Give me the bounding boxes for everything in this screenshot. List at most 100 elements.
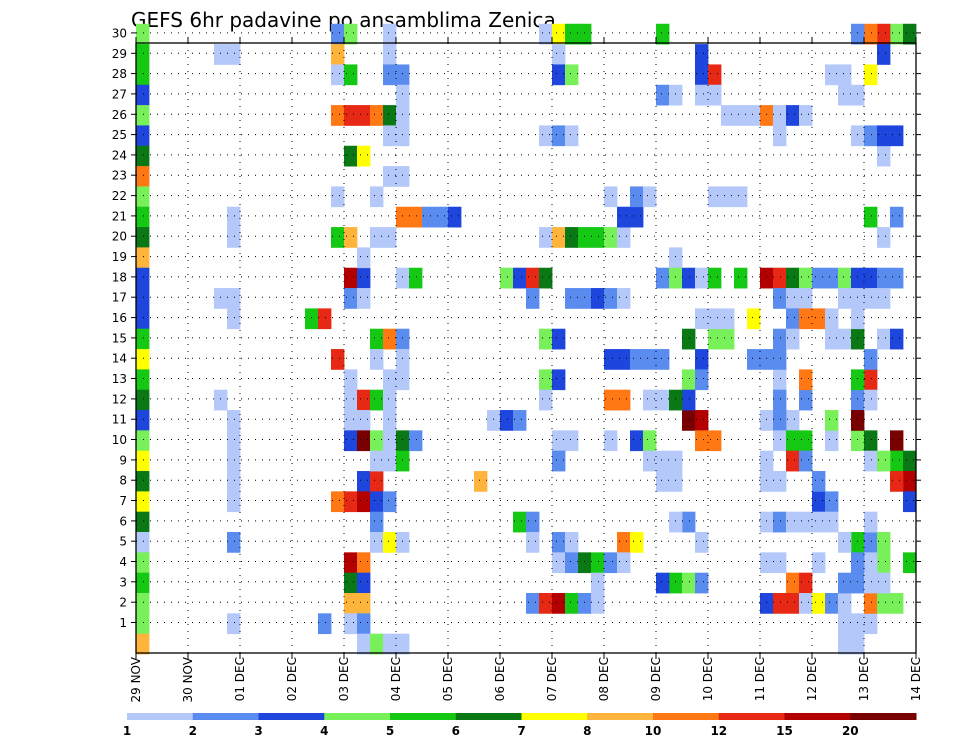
heatmap-cell bbox=[344, 572, 358, 594]
heatmap-cell bbox=[357, 105, 371, 126]
heatmap-cell bbox=[760, 349, 774, 370]
x-tick-label: 03 DEC bbox=[337, 657, 351, 701]
heatmap-cell bbox=[227, 227, 241, 248]
x-tick-label: 08 DEC bbox=[597, 657, 611, 701]
heatmap-cell bbox=[500, 267, 514, 289]
x-tick-label: 04 DEC bbox=[389, 657, 403, 701]
heatmap-cell bbox=[331, 491, 345, 513]
x-tick-label: 01 DEC bbox=[233, 657, 247, 701]
heatmap-cell bbox=[136, 125, 150, 147]
heatmap-cell bbox=[526, 288, 540, 309]
heatmap-cell bbox=[669, 267, 683, 289]
heatmap-cell bbox=[773, 267, 787, 289]
heatmap-cell bbox=[357, 145, 371, 167]
y-tick-label: 18 bbox=[112, 270, 127, 284]
heatmap-cell bbox=[799, 105, 813, 126]
heatmap-cell bbox=[344, 593, 358, 614]
heatmap-cell bbox=[708, 308, 722, 330]
heatmap-cell bbox=[825, 430, 839, 452]
heatmap-cell bbox=[344, 23, 358, 45]
heatmap-cell bbox=[669, 572, 683, 594]
heatmap-cell bbox=[565, 593, 579, 614]
heatmap-cell bbox=[760, 267, 774, 289]
heatmap-cell bbox=[812, 511, 826, 533]
heatmap-cell bbox=[383, 369, 397, 391]
heatmap-cell bbox=[552, 44, 566, 65]
heatmap-cell bbox=[383, 64, 397, 86]
heatmap-cell bbox=[136, 491, 150, 513]
heatmap-cell bbox=[552, 552, 566, 574]
heatmap-cell bbox=[721, 105, 735, 126]
heatmap-cell bbox=[708, 328, 722, 350]
heatmap-cell bbox=[136, 450, 150, 472]
heatmap-cell bbox=[812, 471, 826, 492]
heatmap-cell bbox=[136, 328, 150, 350]
heatmap-cell bbox=[344, 491, 358, 513]
x-tick-label: 11 DEC bbox=[753, 657, 767, 701]
heatmap-cell bbox=[227, 613, 241, 635]
heatmap-cell bbox=[396, 633, 410, 655]
heatmap-cell bbox=[370, 430, 384, 452]
y-tick-label: 12 bbox=[112, 392, 127, 406]
heatmap-cell bbox=[526, 267, 540, 289]
heatmap-cell bbox=[877, 552, 891, 574]
heatmap-cell bbox=[682, 572, 696, 594]
colorbar-swatch bbox=[390, 713, 457, 720]
heatmap-cell bbox=[838, 288, 852, 309]
y-tick-label: 14 bbox=[112, 352, 127, 366]
heatmap-cell bbox=[786, 267, 800, 289]
heatmap-cell bbox=[552, 64, 566, 86]
heatmap-cell bbox=[734, 267, 748, 289]
heatmap-cell bbox=[565, 288, 579, 309]
heatmap-cell bbox=[578, 552, 592, 574]
heatmap-cell bbox=[851, 308, 865, 330]
heatmap-cell bbox=[136, 349, 150, 370]
heatmap-cell bbox=[799, 288, 813, 309]
heatmap-cell bbox=[604, 227, 618, 248]
heatmap-cell bbox=[370, 227, 384, 248]
heatmap-cell bbox=[344, 552, 358, 574]
x-tick-label: 12 DEC bbox=[805, 657, 819, 701]
heatmap-cell bbox=[864, 511, 878, 533]
heatmap-cell bbox=[773, 410, 787, 431]
heatmap-cell bbox=[552, 369, 566, 391]
heatmap-cell bbox=[591, 552, 605, 574]
heatmap-cell bbox=[539, 389, 553, 411]
heatmap-cell bbox=[682, 511, 696, 533]
heatmap-cell bbox=[799, 267, 813, 289]
heatmap-cell bbox=[344, 613, 358, 635]
heatmap-cell bbox=[864, 450, 878, 472]
heatmap-cell bbox=[786, 450, 800, 472]
heatmap-cell bbox=[331, 105, 345, 126]
x-tick-label: 07 DEC bbox=[545, 657, 559, 701]
heatmap-cell bbox=[578, 23, 592, 45]
heatmap-cell bbox=[669, 511, 683, 533]
heatmap-cell bbox=[526, 532, 540, 553]
heatmap-cell bbox=[838, 572, 852, 594]
y-tick-label: 22 bbox=[112, 189, 127, 203]
heatmap-cell bbox=[136, 84, 150, 106]
heatmap-cell bbox=[487, 410, 501, 431]
heatmap-cell bbox=[539, 23, 553, 45]
heatmap-cell bbox=[565, 430, 579, 452]
heatmap-cell bbox=[617, 227, 631, 248]
heatmap-cell bbox=[877, 227, 891, 248]
heatmap-cell bbox=[851, 125, 865, 147]
heatmap-cell bbox=[877, 44, 891, 65]
heatmap-cell bbox=[370, 186, 384, 208]
heatmap-cell bbox=[539, 125, 553, 147]
heatmap-cell bbox=[643, 389, 657, 411]
heatmap-cell bbox=[877, 23, 891, 45]
heatmap-cell bbox=[227, 206, 241, 228]
heatmap-cell bbox=[370, 471, 384, 492]
heatmap-cell bbox=[136, 430, 150, 452]
heatmap-cell bbox=[396, 166, 410, 187]
heatmap-cell bbox=[799, 389, 813, 411]
heatmap-cell bbox=[565, 23, 579, 45]
heatmap-cell bbox=[136, 532, 150, 553]
heatmap-cell bbox=[864, 288, 878, 309]
heatmap-cell bbox=[136, 471, 150, 492]
y-tick-label: 5 bbox=[119, 535, 127, 549]
heatmap-cell bbox=[396, 105, 410, 126]
